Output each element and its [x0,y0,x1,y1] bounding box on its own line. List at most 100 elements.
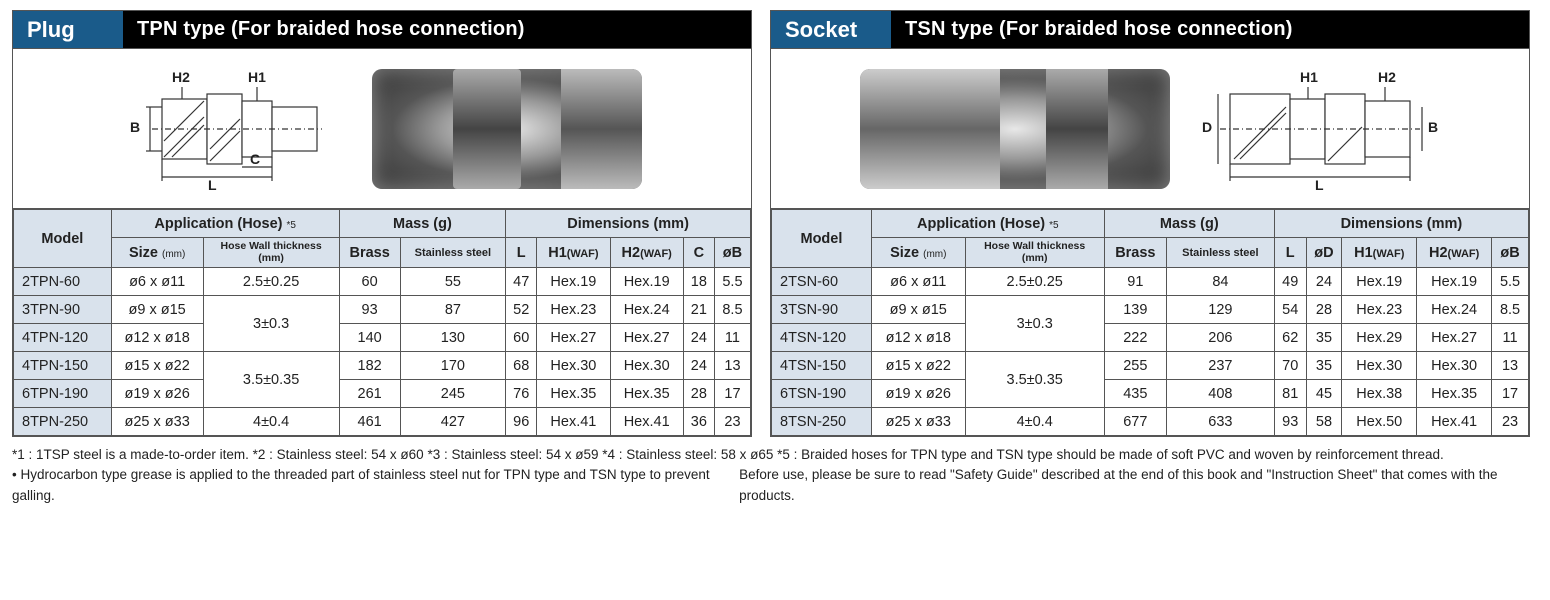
cell-h1: Hex.30 [537,352,610,380]
plug-dim-h1: H1 [248,69,266,85]
cell-h1: Hex.29 [1342,324,1417,352]
cell-h2: Hex.35 [1417,380,1492,408]
plug-tag: Plug [13,11,123,48]
table-row: 6TPN-190ø19 x ø2626124576Hex.35Hex.35281… [14,380,751,408]
cell-h1: Hex.19 [1342,268,1417,296]
cell-l: 96 [506,408,537,436]
cell-h2: Hex.30 [1417,352,1492,380]
cell-h1: Hex.27 [537,324,610,352]
table-row: 6TSN-190ø19 x ø264354088145Hex.38Hex.351… [772,380,1529,408]
cell-size: ø15 x ø22 [111,352,203,380]
plug-th-wall: Hose Wall thickness(mm) [203,238,339,268]
cell-brass: 91 [1104,268,1166,296]
plug-th-steel: Stainless steel [400,238,506,268]
cell-size: ø19 x ø26 [111,380,203,408]
cell-h2: Hex.24 [1417,296,1492,324]
cell-wall: 3±0.3 [965,296,1104,352]
plug-th-h1: H1(WAF) [537,238,610,268]
cell-od: 45 [1306,380,1342,408]
cell-h2: Hex.41 [1417,408,1492,436]
cell-size: ø15 x ø22 [871,352,965,380]
cell-wall: 3±0.3 [203,296,339,352]
cell-steel: 206 [1166,324,1274,352]
cell-l: 70 [1274,352,1306,380]
cell-model: 4TSN-120 [772,324,872,352]
table-row: 8TSN-250ø25 x ø334±0.46776339358Hex.50He… [772,408,1529,436]
socket-schematic: H1 H2 D B L [1200,59,1440,199]
table-row: 3TPN-90ø9 x ø153±0.3938752Hex.23Hex.2421… [14,296,751,324]
socket-th-wall: Hose Wall thickness(mm) [965,238,1104,268]
plug-header: Plug TPN type (For braided hose connecti… [13,11,751,49]
cell-model: 6TSN-190 [772,380,872,408]
cell-brass: 461 [339,408,400,436]
cell-od: 24 [1306,268,1342,296]
cell-h2: Hex.27 [1417,324,1492,352]
cell-c: 24 [683,324,714,352]
cell-h2: Hex.19 [610,268,683,296]
cell-steel: 87 [400,296,506,324]
plug-table: Model Application (Hose) *5 Mass (g) Dim… [13,209,751,436]
cell-steel: 633 [1166,408,1274,436]
plug-dim-l: L [208,177,217,193]
socket-dim-l: L [1315,177,1324,193]
cell-h2: Hex.24 [610,296,683,324]
table-row: 2TSN-60ø6 x ø112.5±0.2591844924Hex.19Hex… [772,268,1529,296]
cell-wall: 2.5±0.25 [203,268,339,296]
cell-l: 52 [506,296,537,324]
socket-table: Model Application (Hose) *5 Mass (g) Dim… [771,209,1529,436]
cell-steel: 237 [1166,352,1274,380]
cell-size: ø12 x ø18 [871,324,965,352]
cell-c: 28 [683,380,714,408]
cell-brass: 222 [1104,324,1166,352]
cell-model: 2TPN-60 [14,268,112,296]
table-row: 3TSN-90ø9 x ø153±0.31391295428Hex.23Hex.… [772,296,1529,324]
cell-l: 60 [506,324,537,352]
cell-h2: Hex.27 [610,324,683,352]
cell-h1: Hex.41 [537,408,610,436]
plug-photo [372,69,642,189]
table-row: 4TSN-120ø12 x ø182222066235Hex.29Hex.271… [772,324,1529,352]
cell-ob: 13 [714,352,750,380]
cell-od: 58 [1306,408,1342,436]
cell-ob: 11 [714,324,750,352]
socket-th-ob: øB [1492,238,1529,268]
plug-th-ob: øB [714,238,750,268]
cell-wall: 2.5±0.25 [965,268,1104,296]
table-row: 8TPN-250ø25 x ø334±0.446142796Hex.41Hex.… [14,408,751,436]
cell-od: 35 [1306,352,1342,380]
plug-panel: Plug TPN type (For braided hose connecti… [12,10,752,437]
socket-photo [860,69,1170,189]
socket-dim-h1: H1 [1300,69,1318,85]
cell-size: ø25 x ø33 [871,408,965,436]
cell-h1: Hex.23 [1342,296,1417,324]
cell-model: 3TSN-90 [772,296,872,324]
plug-dim-h2: H2 [172,69,190,85]
cell-steel: 245 [400,380,506,408]
cell-h1: Hex.38 [1342,380,1417,408]
cell-ob: 23 [1492,408,1529,436]
socket-th-od: øD [1306,238,1342,268]
cell-model: 4TPN-150 [14,352,112,380]
cell-model: 6TPN-190 [14,380,112,408]
plug-th-mass: Mass (g) [339,210,506,238]
plug-th-size: Size (mm) [111,238,203,268]
cell-ob: 17 [714,380,750,408]
socket-header: Socket TSN type (For braided hose connec… [771,11,1529,49]
plug-schematic: H2 H1 B L C [122,59,342,199]
table-row: 4TPN-150ø15 x ø223.5±0.3518217068Hex.30H… [14,352,751,380]
cell-size: ø9 x ø15 [871,296,965,324]
cell-ob: 23 [714,408,750,436]
cell-ob: 5.5 [714,268,750,296]
cell-h2: Hex.35 [610,380,683,408]
table-row: 4TSN-150ø15 x ø223.5±0.352552377035Hex.3… [772,352,1529,380]
plug-title: TPN type (For braided hose connection) [123,11,751,48]
cell-steel: 55 [400,268,506,296]
cell-size: ø19 x ø26 [871,380,965,408]
socket-dim-b: B [1428,119,1438,135]
cell-l: 76 [506,380,537,408]
plug-th-h2: H2(WAF) [610,238,683,268]
plug-th-brass: Brass [339,238,400,268]
cell-brass: 60 [339,268,400,296]
cell-l: 54 [1274,296,1306,324]
cell-brass: 93 [339,296,400,324]
